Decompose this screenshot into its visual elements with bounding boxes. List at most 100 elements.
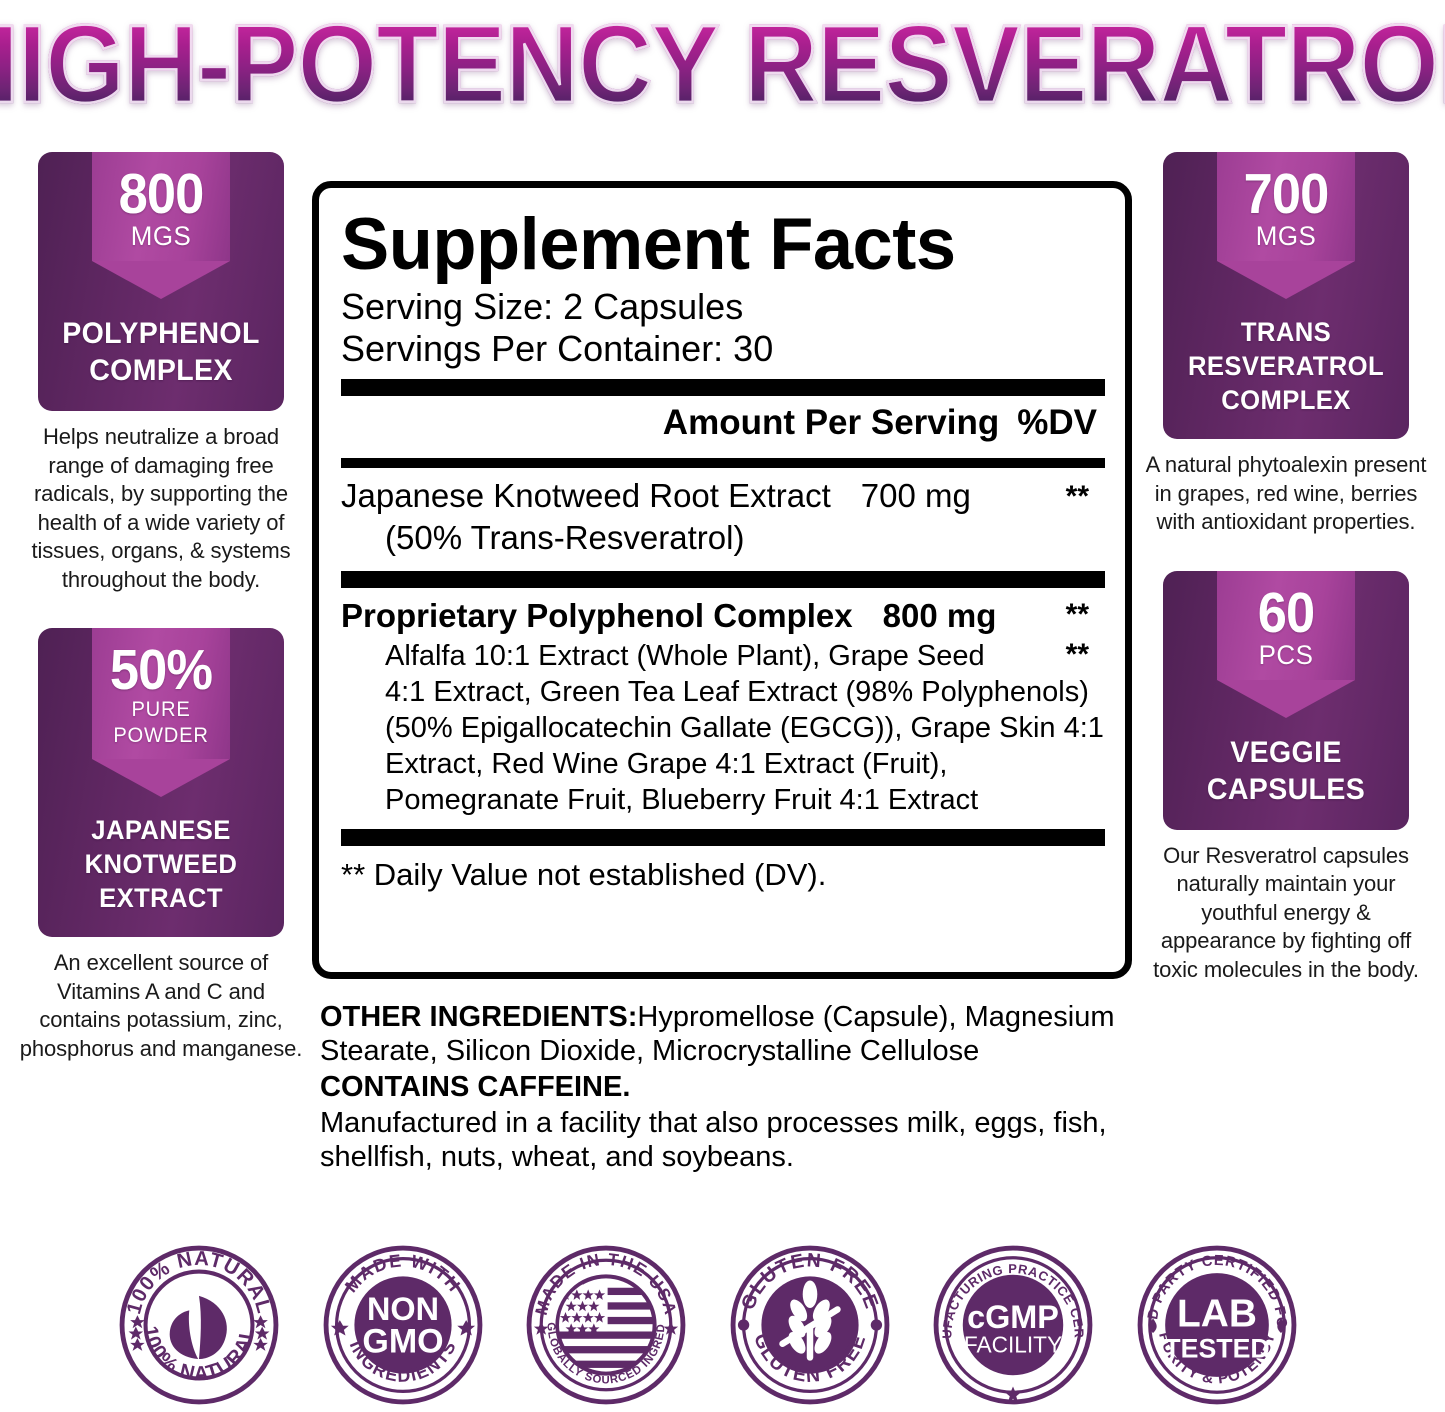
amount-per-serving-header: Amount Per Serving %DV [341,396,1105,449]
ingredient-amount: 700 mg [860,477,971,514]
leaves-icon: 100% NATURAL 100% NATURAL [119,1245,279,1405]
badge-title-line: VEGGIE [1230,735,1342,769]
seal-center-line1: cGMP [967,1299,1059,1335]
svg-text:100% NATURAL: 100% NATURAL [139,1324,260,1385]
seal-bottom-text: 100% NATURAL [139,1324,259,1385]
ingredient-subnote: (50% Trans-Resveratrol) [385,519,745,556]
badge-unit: MGS [1255,221,1317,251]
blend-ingredient-line: Alfalfa 10:1 Extract (Whole Plant), Grap… [385,640,985,672]
badge-block-trans-resveratrol: 700 MGS TRANS RESVERATROL COMPLEX A natu… [1143,152,1429,537]
allergen-notice: Manufactured in a facility that also pro… [320,1107,1107,1173]
badge-title-line: RESVERATROL [1187,351,1385,381]
badge-block-knotweed: 50% PURE POWDER JAPANESE KNOTWEED EXTRAC… [18,628,304,1063]
divider-bar-thick [341,379,1105,396]
supplement-facts-panel: Supplement Facts Serving Size: 2 Capsule… [312,181,1132,979]
ingredient-row-proprietary-blend: Proprietary Polyphenol Complex 800 mg ** … [341,588,1105,817]
svg-text:100% NATURAL: 100% NATURAL [123,1248,275,1317]
divider-bar-thin [341,458,1105,468]
ingredient-name: Japanese Knotweed Root Extract [341,477,831,514]
badge-title-line: JAPANESE [91,815,231,845]
badge-number: 50% [109,638,213,702]
lab-tested-icon: 3RD PARTY CERTIFIED FOR PURITY & POTENCY… [1136,1244,1297,1405]
cgmp-icon: GOOD MANUFACTURING PRACTICE CERTIFICATIO… [932,1244,1093,1405]
supplement-facts-title: Supplement Facts [341,204,956,285]
other-ingredients-value: Hypromellose (Capsule), Magnesium Steara… [320,1001,1115,1067]
other-ingredients-label: OTHER INGREDIENTS: [320,1001,638,1033]
seal-non-gmo: MADE WITH INGREDIENTS NON GMO [322,1244,484,1406]
blend-ingredient-line: Pomegranate Fruit, Blueberry Fruit 4:1 E… [385,784,979,816]
badge-card: 700 MGS TRANS RESVERATROL COMPLEX [1163,152,1409,439]
seal-center-line2: TESTED [1164,1333,1269,1363]
ingredient-dv-mark-secondary: ** [1065,638,1089,671]
badge-number: 800 [118,162,205,226]
badge-title-line: POLYPHENOL [62,317,260,350]
seal-center-line1: LAB [1177,1293,1257,1336]
badge-number: 60 [1257,580,1315,645]
badge-unit: PURE POWDER [113,698,209,747]
badge-title-line: KNOTWEED [84,849,238,879]
ingredient-row-knotweed: Japanese Knotweed Root Extract 700 mg (50… [341,468,1105,559]
ingredient-dv-mark: ** [1065,598,1089,631]
amount-header-label: Amount Per Serving [662,403,1000,442]
certification-seals-row: 100% NATURAL 100% NATURAL [118,1244,1298,1406]
usa-flag-icon: MADE IN THE USA WITH GLOBALLY SOURCED IN… [525,1244,686,1405]
badge-description: Our Resveratrol capsules naturally maint… [1153,842,1419,982]
dv-footnote: ** Daily Value not established (DV). [341,857,827,892]
wheat-crossed-icon: GLUTEN FREE GLUTEN FREE [730,1245,890,1405]
blend-ingredient-line: Extract, Red Wine Grape 4:1 Extract (Fru… [385,748,948,780]
contains-caffeine-notice: CONTAINS CAFFEINE. [320,1071,631,1103]
badge-ribbon: 50% PURE POWDER [92,628,230,797]
badge-title-line: COMPLEX [89,354,233,387]
non-gmo-icon: MADE WITH INGREDIENTS NON GMO [323,1245,482,1405]
seal-100-natural: 100% NATURAL 100% NATURAL [118,1244,280,1406]
badge-title: TRANS RESVERATROL COMPLEX [1181,315,1392,417]
badge-description: A natural phytoalexin present in grapes,… [1145,452,1427,534]
seal-cgmp-facility: GOOD MANUFACTURING PRACTICE CERTIFICATIO… [932,1244,1094,1406]
ingredient-amount: 800 mg [882,597,997,634]
seal-made-in-usa: MADE IN THE USA WITH GLOBALLY SOURCED IN… [525,1244,687,1406]
badge-unit: MGS [130,221,192,251]
serving-size: Serving Size: 2 Capsules [341,286,744,327]
badge-title-line: EXTRACT [99,883,223,913]
page-title: HIGH-POTENCY RESVERATROL [0,9,1445,122]
seal-center-line2: FACILITY [964,1332,1062,1358]
seal-center-line2: GMO [362,1323,443,1361]
supplement-facts-box: Supplement Facts Serving Size: 2 Capsule… [312,181,1132,979]
divider-bar-thick [341,571,1105,588]
badge-card: 50% PURE POWDER JAPANESE KNOTWEED EXTRAC… [38,628,284,937]
badge-description: An excellent source of Vitamins A and C … [19,950,303,1061]
badge-unit: PCS [1258,639,1314,670]
badge-card: 800 MGS POLYPHENOL COMPLEX [38,152,284,411]
divider-bar-thick [341,829,1105,846]
ingredient-dv-mark: ** [1065,480,1089,513]
badge-description: Helps neutralize a broad range of damagi… [31,424,291,592]
seal-gluten-free: GLUTEN FREE GLUTEN FREE [729,1244,891,1406]
blend-ingredient-line: (50% Epigallocatechin Gallate (EGCG)), G… [385,712,1104,744]
badge-title-line: COMPLEX [1221,385,1351,415]
badge-card: 60 PCS VEGGIE CAPSULES [1163,570,1409,830]
seal-center-line1: NON [367,1291,439,1327]
badge-number: 700 [1243,162,1330,226]
blend-ingredient-line: 4:1 Extract, Green Tea Leaf Extract (98%… [385,676,1089,708]
ingredient-name-amount: Japanese Knotweed Root Extract 700 mg [341,475,1105,517]
badge-ribbon: 60 PCS [1217,570,1355,718]
product-title-banner: HIGH-POTENCY RESVERATROL [0,6,1445,124]
other-ingredients-line: OTHER INGREDIENTS:Hypromellose (Capsule)… [320,1000,1140,1068]
seal-top-text: 100% NATURAL [123,1248,274,1317]
seal-lab-tested: 3RD PARTY CERTIFIED FOR PURITY & POTENCY… [1136,1244,1298,1406]
badge-ribbon: 800 MGS [92,152,230,299]
other-ingredients-section: OTHER INGREDIENTS:Hypromellose (Capsule)… [320,1000,1140,1174]
badge-title: JAPANESE KNOTWEED EXTRACT [56,813,267,915]
badge-block-polyphenol: 800 MGS POLYPHENOL COMPLEX Helps neutral… [18,152,304,594]
badge-title: POLYPHENOL COMPLEX [56,315,267,389]
servings-per-container: Servings Per Container: 30 [341,328,774,369]
ingredient-name-amount: Proprietary Polyphenol Complex 800 mg [341,595,1105,637]
badge-title-line: TRANS [1240,317,1332,347]
left-badge-column: 800 MGS POLYPHENOL COMPLEX Helps neutral… [18,152,304,1063]
badge-block-veggie-capsules: 60 PCS VEGGIE CAPSULES Our Resveratrol c… [1143,570,1429,985]
badge-title-line: CAPSULES [1206,772,1366,806]
dv-header-label: %DV [1017,403,1097,442]
badge-ribbon: 700 MGS [1217,152,1355,299]
ingredient-name: Proprietary Polyphenol Complex [341,597,853,634]
